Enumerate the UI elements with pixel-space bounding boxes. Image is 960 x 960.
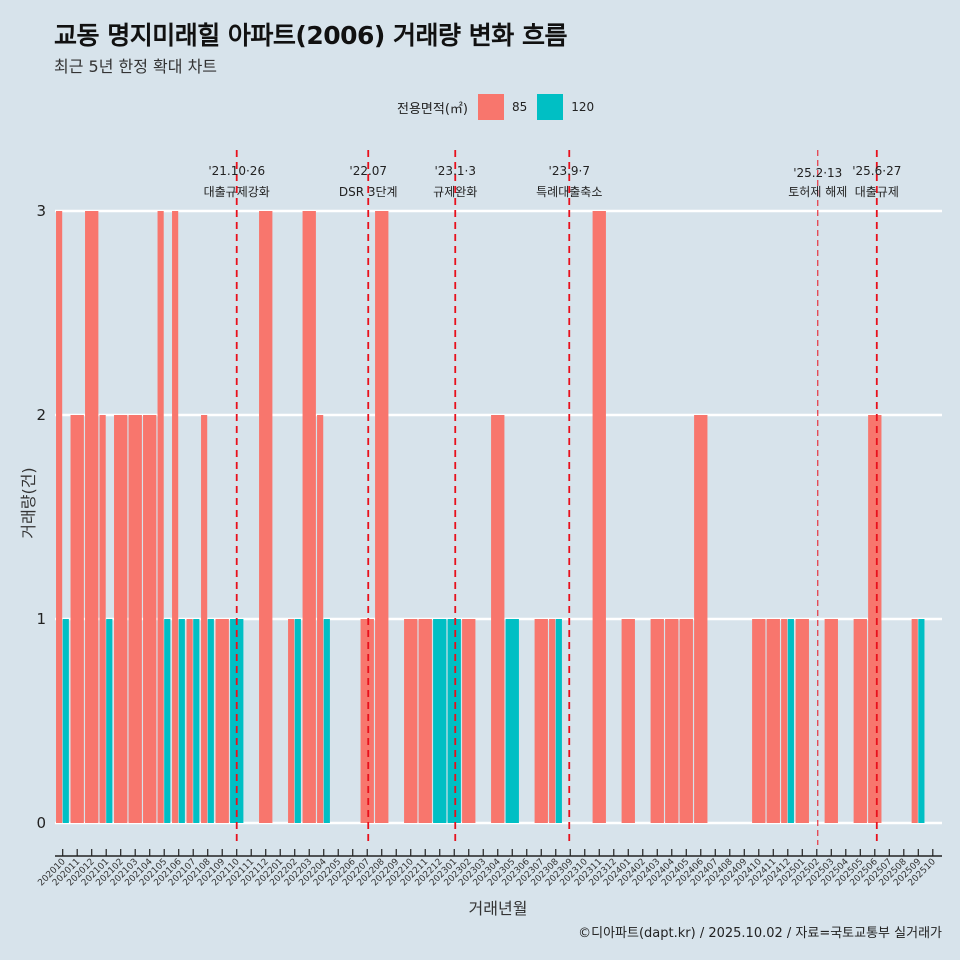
bar-85-202011 [70,415,84,823]
y-tick-label: 0 [36,814,46,832]
bar-120-202412 [787,619,794,823]
bar-85-202012 [85,211,99,823]
x-axis-title: 거래년월 [469,899,528,918]
y-tick-label: 3 [36,202,46,220]
bar-85-202403 [650,619,664,823]
bar-120-202212 [433,619,447,823]
annotation-date: '25.2·13 [793,166,842,180]
bar-85-202106 [172,211,179,823]
annotation-date: '25.6·27 [852,164,901,178]
legend-label-120: 120 [571,100,595,114]
bar-85-202501 [795,619,809,823]
bar-85-202406 [694,415,708,823]
bar-85-202308 [549,619,556,823]
bar-85-202204 [317,415,324,823]
annotation-label: 규제완화 [433,185,477,199]
annotation-label: DSR 3단계 [339,185,398,199]
bar-85-202311 [592,211,606,823]
legend: 전용면적(㎡) 85 120 [397,93,604,121]
annotation-date: '22.07 [349,164,387,178]
bar-85-202202 [288,619,295,823]
chart-subtitle: 최근 5년 한정 확대 차트 [54,57,218,76]
bar-85-202207 [360,619,374,823]
bar-85-202304 [491,415,505,823]
legend-swatch-120 [537,94,564,120]
chart-title: 교동 명지미래힐 아파트(2006) 거래량 변화 흐름 [54,21,567,50]
bar-85-202101 [99,415,106,823]
bar-120-202107 [193,619,200,823]
bar-85-202103 [128,415,142,823]
bar-120-202106 [178,619,185,823]
caption: ©디아파트(dapt.kr) / 2025.10.02 / 자료=국토교통부 실… [578,926,942,941]
bar-85-202105 [157,211,164,823]
legend-swatch-85 [477,94,504,120]
bar-85-202010 [56,211,63,823]
bar-120-202101 [106,619,113,823]
annotation-date: '23.1·3 [435,164,476,178]
bar-85-202307 [534,619,548,823]
bar-120-202108 [207,619,214,823]
bar-85-202503 [824,619,838,823]
bar-120-202105 [164,619,171,823]
bar-85-202208 [375,211,389,823]
y-tick-label: 1 [36,610,46,628]
bar-85-202505 [853,619,867,823]
bar-85-202203 [302,211,316,823]
bar-120-202010 [62,619,69,823]
bar-120-202204 [323,619,330,823]
y-tick-label: 2 [36,406,46,424]
bar-85-202112 [259,211,273,823]
bars [56,211,925,823]
annotation-date: '21.10·26 [208,164,265,178]
bar-85-202506 [868,415,882,823]
bar-85-202302 [462,619,476,823]
bar-120-202308 [555,619,562,823]
annotation-date: '23.9·7 [549,164,590,178]
annotation-label: 대출규제 [855,185,899,199]
bar-85-202401 [621,619,635,823]
bar-85-202404 [665,619,679,823]
bar-85-202211 [418,619,432,823]
bar-85-202410 [752,619,766,823]
bar-120-202202 [294,619,301,823]
bar-120-202305 [505,619,519,823]
bar-85-202109 [215,619,229,823]
bar-120-202301 [447,619,461,823]
bar-85-202108 [201,415,208,823]
bar-85-202509 [911,619,918,823]
legend-title: 전용면적(㎡) [397,101,468,117]
y-axis-title: 거래량(건) [19,467,38,538]
annotation-label: 토허제 해제 [788,185,847,199]
bar-85-202411 [766,619,780,823]
bar-120-202509 [918,619,925,823]
annotation-label: 특례대출축소 [536,185,602,199]
annotation-label: 대출규제강화 [204,185,270,199]
bar-85-202107 [186,619,193,823]
bar-85-202104 [143,415,157,823]
annotations: '21.10·26 대출규제강화 '22.07 DSR 3단계 '23.1·3 규제완화 '… [204,150,901,845]
bar-85-202102 [114,415,128,823]
bar-85-202210 [404,619,418,823]
bar-85-202405 [679,619,693,823]
bar-85-202412 [781,619,788,823]
legend-label-85: 85 [511,100,528,114]
